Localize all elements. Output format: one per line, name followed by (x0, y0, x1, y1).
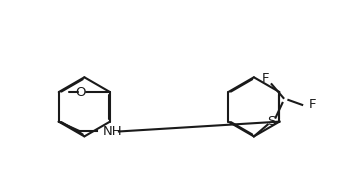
Text: O: O (75, 86, 85, 98)
Text: S: S (267, 115, 276, 128)
Text: F: F (262, 72, 269, 85)
Text: NH: NH (103, 125, 123, 138)
Text: F: F (309, 98, 316, 111)
